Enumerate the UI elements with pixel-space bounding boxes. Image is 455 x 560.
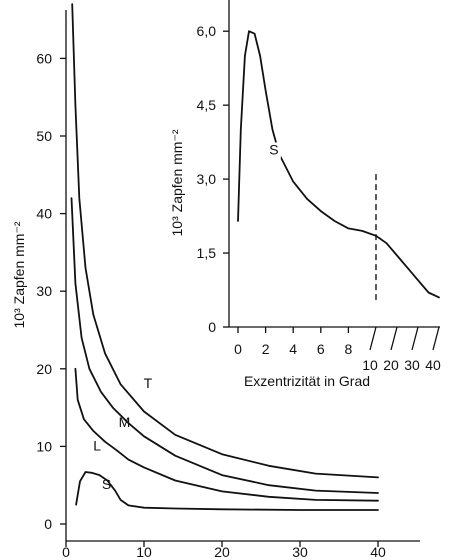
series-M-line (70, 197, 379, 494)
inset-x-tick-label: 4 (289, 341, 297, 357)
inset-x-tick (369, 326, 377, 351)
curve-label-L: L (93, 437, 101, 453)
inset-x-tick-label: 2 (262, 341, 270, 357)
main-y-tick-label: 40 (36, 206, 52, 222)
inset-x-tick (411, 326, 419, 351)
inset-x-axis-label: Exzentrizität in Grad (244, 373, 370, 389)
curve-label-T: T (144, 375, 153, 391)
inset-x-tick-label: 6 (317, 341, 325, 357)
inset-x-tick-label: 10 (362, 357, 378, 373)
inset-curve-label-S: S (269, 141, 278, 157)
inset-x-tick-label: 40 (425, 357, 441, 373)
inset-y-tick-label: 4,5 (197, 97, 217, 113)
inset-y-axis-label: 10³ Zapfen mm⁻² (169, 129, 185, 236)
inset-y-tick-label: 1,5 (197, 245, 217, 261)
inset-x-tick (390, 326, 398, 351)
series-T-line (71, 3, 379, 479)
main-x-tick-label: 20 (214, 544, 230, 560)
inset-y-tick-label: 3,0 (197, 171, 217, 187)
inset-chart: 10³ Zapfen mm⁻² Exzentrizität in Grad 0 1… (169, 0, 455, 389)
inset-label-gap (266, 142, 281, 159)
main-y-tick-label: 20 (36, 361, 52, 377)
main-y-tick-label: 50 (36, 128, 52, 144)
curve-label-M: M (119, 414, 131, 430)
inset-y-tick-label: 6,0 (197, 23, 217, 39)
inset-x-tick-label: 0 (234, 341, 242, 357)
inset-x-tick-label: 20 (383, 357, 399, 373)
inset-y-tick-label: 0 (208, 319, 216, 335)
series-L-line (74, 367, 379, 502)
main-y-tick-label: 0 (44, 516, 52, 532)
curve-label-S: S (102, 476, 111, 492)
main-chart: 10³ Zapfen mm⁻² 010203040506070 01020304… (11, 3, 420, 560)
main-x-tick-label: 10 (136, 544, 152, 560)
main-y-tick-label: 60 (36, 50, 52, 66)
inset-background (206, 0, 455, 346)
main-y-tick-label: 10 (36, 438, 52, 454)
series-S-line (75, 471, 379, 511)
inset-x-tick (432, 326, 440, 351)
main-y-tick-label: 30 (36, 283, 52, 299)
inset-x-tick-label: 8 (345, 341, 353, 357)
inset-x-tick-label: 30 (404, 357, 420, 373)
main-x-tick-label: 0 (62, 544, 70, 560)
inset-series-S-line (237, 30, 440, 299)
main-x-tick-label: 30 (292, 544, 308, 560)
main-y-axis-label: 10³ Zapfen mm⁻² (11, 221, 27, 328)
main-x-tick-label: 40 (370, 544, 386, 560)
